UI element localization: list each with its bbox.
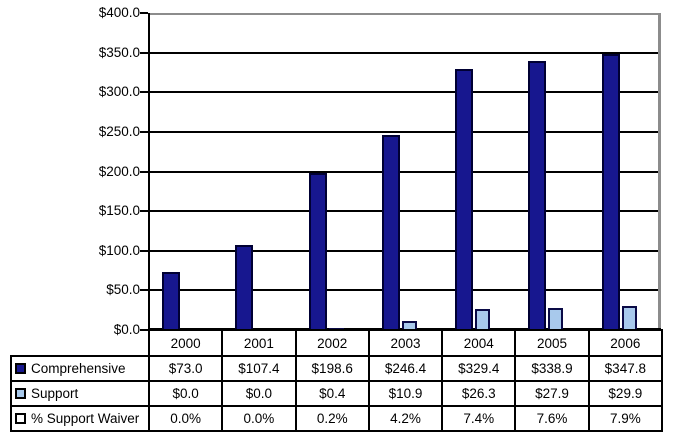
y-axis-label-100: $100.0 xyxy=(98,242,140,258)
year-cell-2004: 2004 xyxy=(441,329,517,357)
bar-comprehensive-2001 xyxy=(235,245,253,330)
value-cell: $27.9 xyxy=(514,380,590,407)
bar-comprehensive-2000 xyxy=(162,272,180,330)
value-cell: $10.9 xyxy=(367,380,444,407)
year-cell-2003: 2003 xyxy=(367,329,444,357)
year-cell-2001: 2001 xyxy=(221,329,297,357)
data-table: 2000 2001 2002 2003 2004 2005 2006 Comprehensiv… xyxy=(10,329,663,432)
plot-border-right xyxy=(658,13,661,330)
gridline-350 xyxy=(148,51,661,54)
value-cell: $73.0 xyxy=(147,355,224,382)
year-cell-2005: 2005 xyxy=(514,329,590,357)
value-cell: 7.6% xyxy=(514,405,590,432)
y-axis-line xyxy=(148,13,150,330)
series-label: Support xyxy=(31,386,79,401)
bar-support-2002 xyxy=(329,328,344,330)
y-axis-label-250: $250.0 xyxy=(98,123,140,139)
bar-comprehensive-2004 xyxy=(455,69,473,330)
year-cell-2000: 2000 xyxy=(147,329,224,357)
value-cell: 0.0% xyxy=(147,405,224,432)
row-label-cell: Comprehensive xyxy=(10,355,150,382)
gridline-50 xyxy=(148,289,661,292)
y-axis-tick-150 xyxy=(140,210,148,213)
bar-support-2003 xyxy=(402,321,417,330)
value-cell: 4.2% xyxy=(367,405,444,432)
value-cell: 0.0% xyxy=(221,405,297,432)
gridline-250 xyxy=(148,130,661,133)
table-corner-blank xyxy=(11,330,149,356)
value-cell: 7.4% xyxy=(441,405,517,432)
value-cell: $26.3 xyxy=(441,380,517,407)
table-row--support-waiver: % Support Waiver 0.0% 0.0% 0.2% 4.2% 7.4% 7.6%… xyxy=(10,405,663,432)
y-axis-label-150: $150.0 xyxy=(98,203,140,219)
y-axis-tick-250 xyxy=(140,130,148,133)
y-axis-tick-300 xyxy=(140,91,148,94)
y-axis-label-350: $350.0 xyxy=(98,44,140,60)
y-axis-tick-400 xyxy=(140,12,148,14)
bar-comprehensive-2006 xyxy=(602,54,620,330)
bar-comprehensive-2002 xyxy=(309,173,327,330)
year-header-row: 2000 2001 2002 2003 2004 2005 2006 xyxy=(11,329,663,357)
gridline-300 xyxy=(148,91,661,94)
table-row-comprehensive: Comprehensive $73.0 $107.4 $198.6 $246.4 $329… xyxy=(10,355,663,382)
plot-border-top xyxy=(148,13,661,15)
y-axis-tick-50 xyxy=(140,289,148,292)
legend-marker-icon xyxy=(15,363,26,374)
y-axis-label-200: $200.0 xyxy=(98,163,140,179)
value-cell: $0.0 xyxy=(221,380,297,407)
legend-marker-icon xyxy=(15,388,26,399)
legend-marker-icon xyxy=(15,413,26,424)
value-cell: 7.9% xyxy=(587,405,663,432)
y-axis-label-0: $0.0 xyxy=(113,322,140,337)
bar-support-2006 xyxy=(622,306,637,330)
bar-comprehensive-2005 xyxy=(528,61,546,330)
bar-comprehensive-2003 xyxy=(382,135,400,330)
table-row-support: Support $0.0 $0.0 $0.4 $10.9 $26.3 $27.9 $29.9 xyxy=(10,380,663,407)
value-cell: $198.6 xyxy=(294,355,370,382)
plot-area xyxy=(148,13,661,330)
y-axis-label-300: $300.0 xyxy=(98,84,140,100)
value-cell: 0.2% xyxy=(294,405,370,432)
series-label: Comprehensive xyxy=(31,361,126,376)
row-label-cell: Support xyxy=(10,380,150,407)
bar-support-2005 xyxy=(548,308,563,330)
value-cell: $107.4 xyxy=(221,355,297,382)
value-cell: $329.4 xyxy=(441,355,517,382)
bar-support-2004 xyxy=(475,309,490,330)
gridline-100 xyxy=(148,249,661,252)
series-label: % Support Waiver xyxy=(31,411,140,426)
gridline-200 xyxy=(148,170,661,173)
gridline-150 xyxy=(148,210,661,213)
value-cell: $246.4 xyxy=(367,355,444,382)
value-cell: $338.9 xyxy=(514,355,590,382)
y-axis-tick-350 xyxy=(140,51,148,54)
y-axis-tick-0 xyxy=(140,329,148,331)
row-label-cell: % Support Waiver xyxy=(10,405,150,432)
y-axis-label-400: $400.0 xyxy=(98,5,140,20)
y-axis-tick-200 xyxy=(140,170,148,173)
value-cell: $347.8 xyxy=(587,355,663,382)
y-axis-tick-100 xyxy=(140,249,148,252)
value-cell: $0.0 xyxy=(147,380,224,407)
value-cell: $0.4 xyxy=(294,380,370,407)
year-cell-2002: 2002 xyxy=(294,329,370,357)
y-axis-label-50: $50.0 xyxy=(106,282,140,298)
value-cell: $29.9 xyxy=(587,380,663,407)
year-cell-2006: 2006 xyxy=(587,329,663,357)
